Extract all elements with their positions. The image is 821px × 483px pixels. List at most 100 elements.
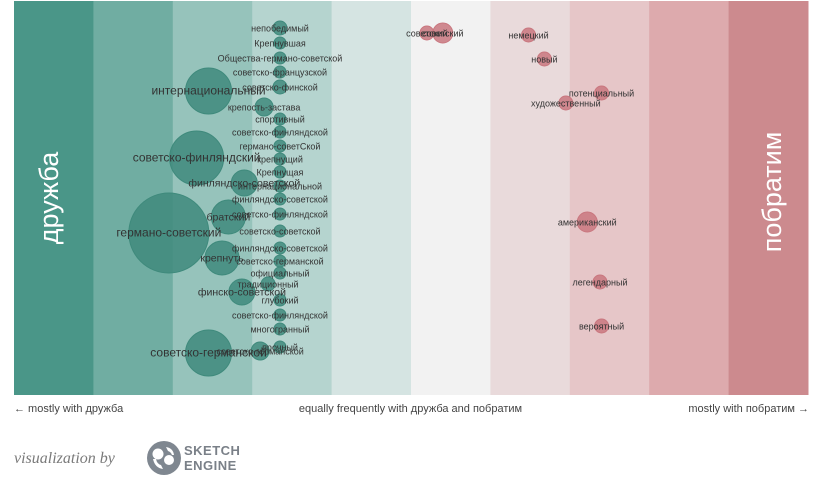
bubble-label-дружба-3: советско-французской bbox=[233, 68, 327, 78]
bubble-дружба-25[interactable] bbox=[228, 278, 256, 306]
bubble-дружба-27[interactable] bbox=[273, 308, 287, 322]
bubble-label-побратим-8: вероятный bbox=[579, 322, 624, 332]
bubble-label-дружба-6: крепость-застава bbox=[228, 103, 300, 113]
bubble-дружба-11[interactable] bbox=[273, 152, 287, 166]
band-4 bbox=[252, 1, 333, 395]
bubble-label-дружба-9: германо-советСкой bbox=[240, 142, 321, 152]
caption-left: ← mostly with дружба bbox=[14, 403, 124, 415]
band-8 bbox=[569, 1, 650, 395]
bubble-дружба-20[interactable] bbox=[273, 241, 287, 255]
axis-captions: ← mostly with дружба equally frequently … bbox=[0, 403, 821, 421]
bubble-label-дружба-1: Крепнувшая bbox=[254, 39, 306, 49]
logo-wordmark: SKETCH ENGINE bbox=[184, 443, 240, 473]
bubble-дружба-31[interactable] bbox=[250, 341, 270, 361]
bubble-побратим-7[interactable] bbox=[592, 274, 608, 290]
bubble-label-дружба-28: многогранный bbox=[250, 325, 309, 335]
bubble-дружба-4[interactable] bbox=[272, 79, 288, 95]
bubble-дружба-23[interactable] bbox=[273, 266, 287, 280]
bubble-label-дружба-26: глубокий bbox=[261, 296, 298, 306]
right-word-title: побратим bbox=[757, 132, 787, 253]
band-9 bbox=[649, 1, 730, 395]
bubble-label-дружба-21: крепнуть bbox=[200, 253, 244, 265]
bubble-label-дружба-5: интернациональный bbox=[151, 84, 265, 98]
band-5 bbox=[331, 1, 412, 395]
bubble-label-дружба-4: советско-финской bbox=[242, 83, 318, 93]
bubble-побратим-8[interactable] bbox=[594, 318, 610, 334]
bubble-label-дружба-15: финляндско-советской bbox=[232, 195, 328, 205]
bubble-дружба-21[interactable] bbox=[204, 240, 240, 276]
bubble-дружба-30[interactable] bbox=[185, 329, 233, 377]
bubble-label-дружба-8: советско-финляндской bbox=[232, 128, 328, 138]
bubble-label-дружба-11: крепнущий bbox=[257, 155, 303, 165]
bubble-layer bbox=[128, 20, 610, 377]
bubble-дружба-10[interactable] bbox=[169, 130, 225, 186]
bubble-дружба-6[interactable] bbox=[254, 97, 274, 117]
bubble-побратим-1[interactable] bbox=[419, 25, 435, 41]
bubble-дружба-15[interactable] bbox=[273, 192, 287, 206]
left-word-title: дружба bbox=[34, 151, 64, 244]
bubble-label-дружба-13: финляндско-советской bbox=[188, 178, 300, 190]
band-6 bbox=[411, 1, 491, 395]
bubble-label-побратим-6: американский bbox=[558, 218, 617, 228]
bubble-дружба-3[interactable] bbox=[273, 65, 287, 79]
bubble-дружба-5[interactable] bbox=[185, 67, 233, 115]
bubble-дружба-17[interactable] bbox=[273, 207, 287, 221]
bubble-побратим-5[interactable] bbox=[558, 95, 574, 111]
bubble-label-дружба-29: прочный bbox=[262, 343, 298, 353]
band-10 bbox=[728, 1, 809, 395]
bubble-label-дружба-19: советско-советской bbox=[239, 227, 320, 237]
caption-right: mostly with побратим → bbox=[688, 403, 809, 415]
bubble-побратим-3[interactable] bbox=[536, 51, 552, 67]
bubble-дружба-16[interactable] bbox=[210, 199, 246, 235]
logo-line-1: SKETCH bbox=[184, 443, 241, 458]
sketch-engine-logo-icon bbox=[147, 441, 181, 475]
logo-line-2: ENGINE bbox=[184, 458, 237, 473]
bubble-label-дружба-18: германо-советский bbox=[116, 226, 221, 240]
bubble-дружба-28[interactable] bbox=[273, 322, 287, 336]
bubble-побратим-2[interactable] bbox=[521, 27, 537, 43]
bubble-дружба-18[interactable] bbox=[128, 192, 210, 274]
bubble-дружба-1[interactable] bbox=[273, 36, 287, 50]
band-7 bbox=[490, 1, 571, 395]
bubble-label-дружба-31: советско-германской bbox=[216, 347, 303, 357]
bubble-дружба-14[interactable] bbox=[273, 179, 287, 193]
bubble-label-дружба-22: советско-германской bbox=[236, 257, 323, 267]
bubble-дружба-7[interactable] bbox=[273, 112, 287, 126]
bubble-label-побратим-5: художественный bbox=[531, 99, 601, 109]
bubble-дружба-8[interactable] bbox=[273, 125, 287, 139]
bubble-label-побратим-1: советский bbox=[406, 29, 448, 39]
footer: visualization by SKETCH ENGINE bbox=[14, 438, 314, 478]
bubble-label-дружба-17: советско-финляндской bbox=[232, 210, 328, 220]
bubble-дружба-12[interactable] bbox=[273, 165, 287, 179]
bubble-дружба-13[interactable] bbox=[230, 169, 258, 197]
bubble-label-layer: непобедимый Крепнувшая Общества-германо-со… bbox=[116, 24, 634, 360]
bubble-label-дружба-0: непобедимый bbox=[251, 24, 309, 34]
bubble-дружба-0[interactable] bbox=[272, 20, 288, 36]
bubble-label-дружба-16: братский bbox=[207, 212, 251, 224]
caption-center: equally frequently with дружба and побра… bbox=[298, 403, 523, 415]
bubble-побратим-6[interactable] bbox=[576, 211, 598, 233]
bubble-label-дружба-27: советско-финляндской bbox=[232, 311, 328, 321]
difference-chart: непобедимый Крепнувшая Общества-германо-со… bbox=[14, 1, 809, 395]
bubble-label-побратим-2: немецкий bbox=[508, 31, 548, 41]
bubble-дружба-2[interactable] bbox=[273, 51, 287, 65]
sketch-engine-logo[interactable]: SKETCH ENGINE bbox=[146, 438, 246, 478]
bubble-label-дружба-25: финско-советской bbox=[198, 287, 286, 299]
bubble-дружба-26[interactable] bbox=[273, 293, 287, 307]
bubble-побратим-4[interactable] bbox=[594, 85, 610, 101]
bubble-label-дружба-14: интернациональной bbox=[238, 182, 322, 192]
bubble-label-дружба-23: официальный bbox=[250, 269, 309, 279]
bubble-label-побратим-3: новый bbox=[531, 55, 557, 65]
bubble-дружба-9[interactable] bbox=[273, 139, 287, 153]
bubble-дружба-29[interactable] bbox=[273, 340, 287, 354]
bubble-дружба-24[interactable] bbox=[260, 276, 276, 292]
bubble-label-дружба-12: Крепнущая bbox=[257, 168, 304, 178]
bubble-label-дружба-24: традиционный bbox=[238, 280, 299, 290]
bubble-label-дружба-30: советско-германской bbox=[150, 346, 267, 360]
bubble-label-дружба-7: спортивный bbox=[255, 115, 305, 125]
bubble-label-дружба-2: Общества-германо-советской bbox=[218, 54, 343, 64]
bubble-label-побратим-0: советский bbox=[422, 29, 464, 39]
band-1 bbox=[14, 1, 94, 395]
bubble-дружба-19[interactable] bbox=[273, 224, 287, 238]
bubble-label-дружба-20: финляндско-советской bbox=[232, 244, 328, 254]
